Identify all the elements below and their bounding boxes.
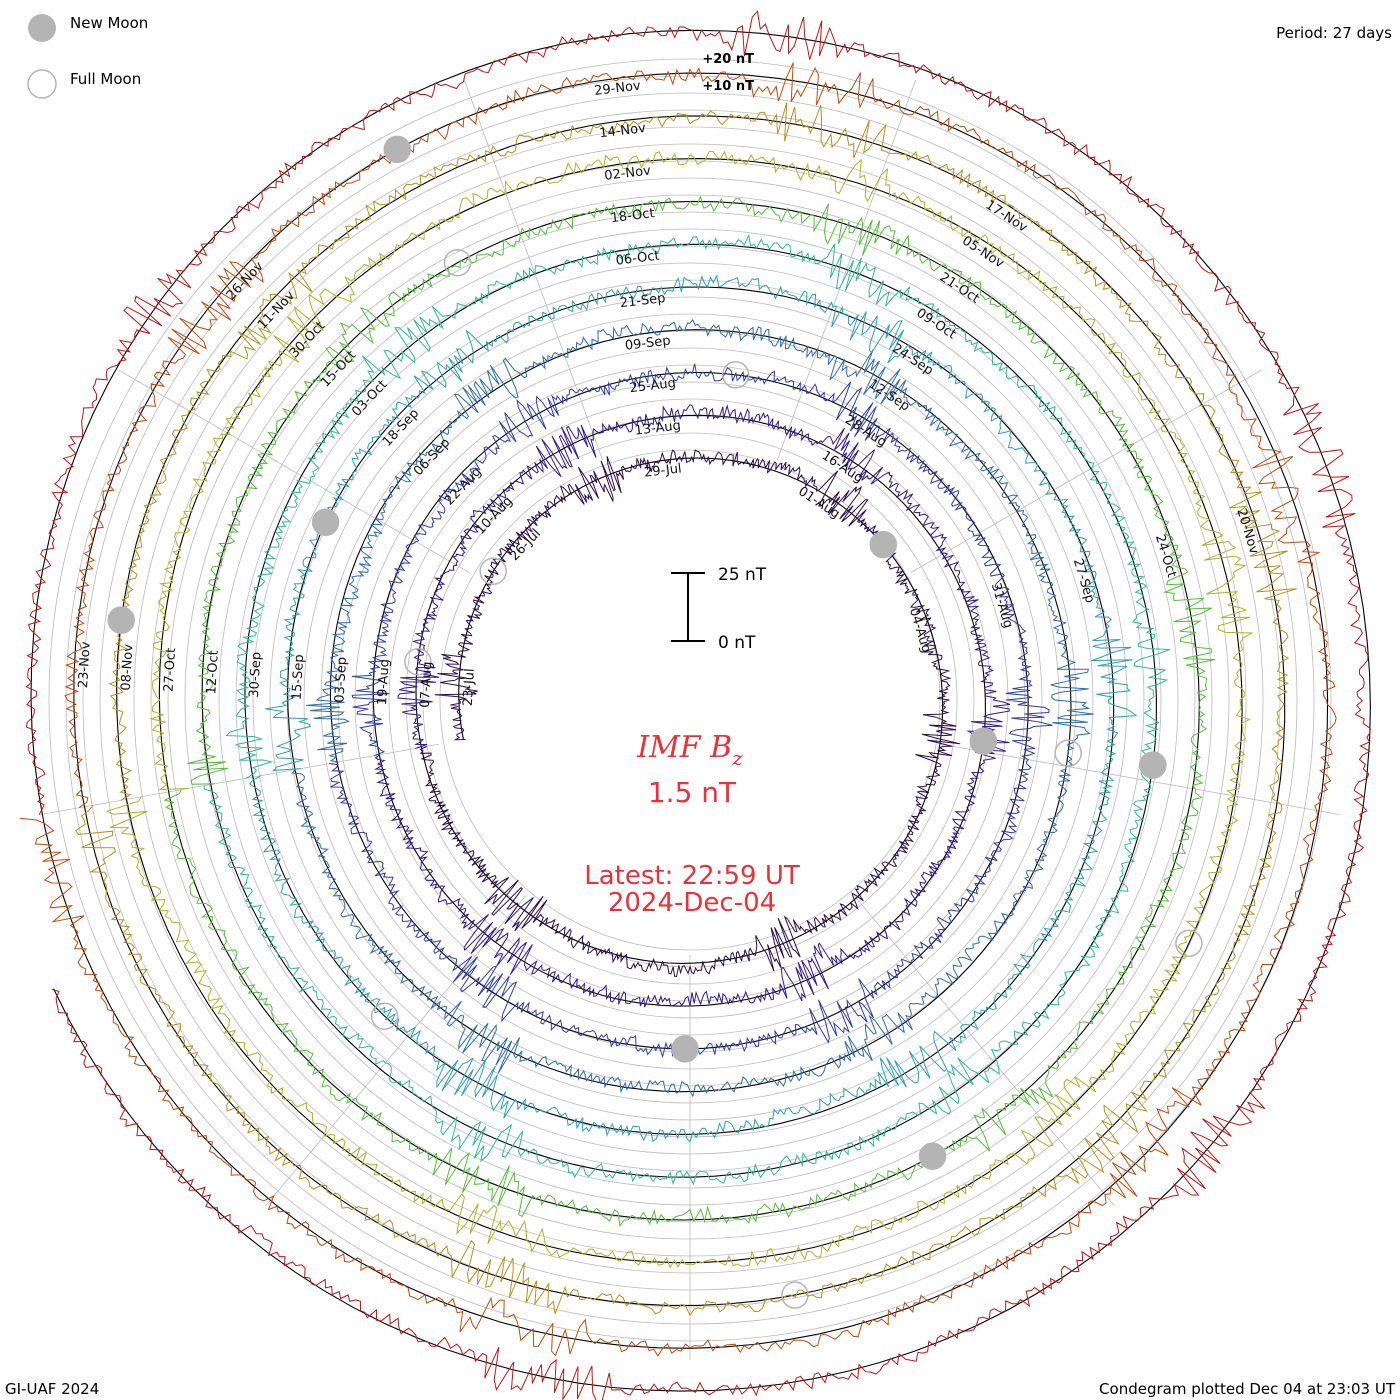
scale-bar-bottom-label: 0 nT xyxy=(718,633,756,653)
full-moon-icon xyxy=(479,557,507,585)
spiral-baseline xyxy=(30,29,1371,1392)
footer-right: Condegram plotted Dec 04 at 23:03 UT xyxy=(1099,1380,1396,1398)
grid-ring xyxy=(439,449,941,951)
legend-new-moon: New Moon xyxy=(70,14,148,32)
date-label: 25-Aug xyxy=(629,376,677,396)
grid-spoke xyxy=(776,79,917,461)
grid-spoke xyxy=(463,79,604,461)
trace-oct-nov xyxy=(105,150,1254,1269)
grid-ring xyxy=(354,364,1026,1036)
full-moon-icon xyxy=(1054,739,1082,767)
date-label: 30-Sep xyxy=(247,652,265,699)
trace-oct-a xyxy=(203,234,1171,1186)
new-moon-icon xyxy=(671,1035,699,1063)
date-label: 27-Oct xyxy=(162,647,180,692)
moon-phase-markers xyxy=(107,135,1203,1309)
footer-left: GI-UAF 2024 xyxy=(5,1380,99,1398)
date-label: 15-Sep xyxy=(290,654,308,701)
trace-sep-oct xyxy=(249,274,1138,1143)
date-label: 02-Nov xyxy=(604,163,652,183)
latest-date: 2024-Dec-04 xyxy=(608,888,776,918)
date-label: 12-Sep xyxy=(866,377,912,415)
new-moon-icon xyxy=(969,727,998,755)
date-label: 04-Aug xyxy=(906,606,934,655)
period-label: Period: 27 days xyxy=(1276,24,1392,42)
current-value: 1.5 nT xyxy=(648,776,737,809)
scale-bar: 25 nT 0 nT xyxy=(671,565,767,653)
date-label: 23-Nov xyxy=(76,641,94,689)
new-moon-icon xyxy=(383,135,411,164)
trace-dec xyxy=(25,10,1371,1400)
chart-title: IMF Bz xyxy=(636,730,743,770)
new-moon-icon xyxy=(311,508,340,537)
day-spokes xyxy=(39,79,1341,1360)
rotation-baselines xyxy=(30,29,1371,1392)
legend: New Moon Full Moon xyxy=(27,14,148,99)
date-label: 29-Jul xyxy=(643,461,682,480)
date-label: 07-Aug xyxy=(418,661,436,708)
full-moon-icon xyxy=(27,69,57,99)
trace-jul-aug xyxy=(419,449,961,978)
grid-spoke xyxy=(941,743,1341,816)
date-label: 19-Aug xyxy=(375,659,393,706)
rim-label-10: +10 nT xyxy=(702,79,754,94)
grid-spoke xyxy=(910,369,1262,573)
trace-aug-sep xyxy=(329,363,1053,1059)
new-moon-icon xyxy=(869,530,898,559)
date-label: 14-Nov xyxy=(599,121,647,141)
new-moon-icon xyxy=(28,14,56,42)
date-label: 29-Nov xyxy=(593,78,641,98)
date-label: 13-Aug xyxy=(634,418,682,438)
date-label: 17-Nov xyxy=(983,198,1030,236)
trace-oct-b xyxy=(163,195,1216,1227)
date-label: 09-Sep xyxy=(624,333,671,353)
date-label: 06-Oct xyxy=(615,249,661,269)
grid-spoke xyxy=(853,895,1115,1206)
chart-title-subscript: z xyxy=(731,746,743,770)
date-label: 23-Jul xyxy=(461,668,478,706)
full-moon-icon xyxy=(781,1281,809,1309)
trace-aug xyxy=(374,403,1011,1008)
date-label: 05-Nov xyxy=(959,233,1006,271)
bz-traces xyxy=(19,10,1371,1400)
full-moon-icon xyxy=(1175,929,1203,958)
date-label: 09-Oct xyxy=(913,306,958,343)
legend-full-moon: Full Moon xyxy=(70,70,141,88)
latest-time: Latest: 22:59 UT xyxy=(584,861,800,891)
trace-nov-a xyxy=(75,102,1297,1317)
date-label: 21-Sep xyxy=(619,291,666,311)
full-moon-icon xyxy=(443,248,472,277)
grid-spoke xyxy=(118,369,470,573)
date-label: 12-Oct xyxy=(204,650,222,695)
new-moon-icon xyxy=(107,606,135,634)
new-moon-icon xyxy=(918,1142,947,1170)
grid-spoke xyxy=(39,743,439,816)
trace-nov-b xyxy=(19,62,1337,1357)
scale-bar-top-label: 25 nT xyxy=(718,565,767,585)
full-moon-icon xyxy=(721,361,750,389)
date-label: 03-Sep xyxy=(332,657,350,704)
date-label: 21-Oct xyxy=(937,270,982,307)
date-label: 27-Sep xyxy=(1070,557,1098,605)
new-moon-icon xyxy=(1139,751,1167,779)
full-moon-icon xyxy=(404,647,432,676)
date-label: 08-Nov xyxy=(119,643,137,691)
date-label: 18-Oct xyxy=(610,206,656,226)
trace-sep xyxy=(291,318,1094,1098)
full-moon-icon xyxy=(370,1002,399,1030)
rim-label-20: +20 nT xyxy=(702,52,754,67)
